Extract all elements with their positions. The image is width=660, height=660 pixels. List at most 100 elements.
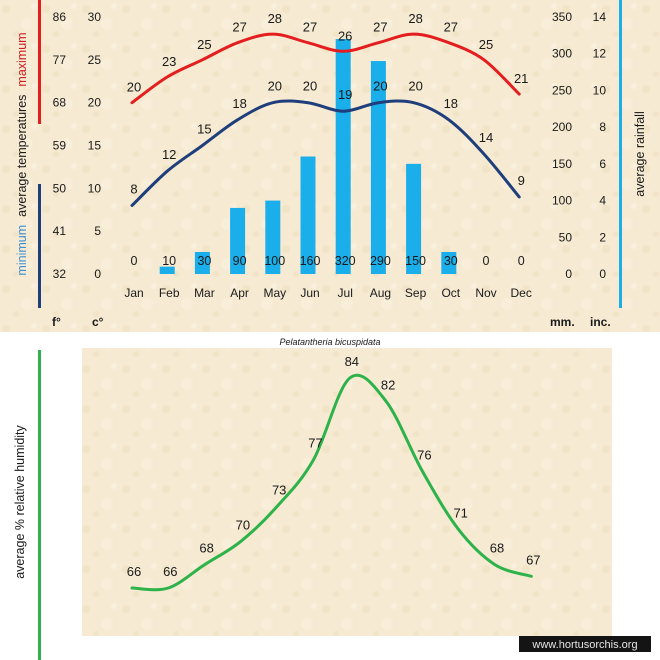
rainfall-value-label: 0 (518, 254, 525, 268)
month-label: Nov (475, 286, 496, 300)
rainfall-axis-label: average rainfall (633, 111, 647, 196)
rainfall-bar (300, 156, 316, 274)
min-temp-label: 15 (197, 122, 211, 137)
left-axis-label: minimum average temperatures maximum (15, 32, 29, 275)
max-temp-label: 23 (162, 54, 176, 69)
min-temp-label: 18 (444, 96, 458, 111)
mm-tick-label: 0 (565, 267, 572, 281)
min-temp-label: 18 (232, 96, 246, 111)
celsius-tick-label: 30 (88, 10, 102, 24)
month-label: May (263, 286, 286, 300)
humidity-label: 82 (381, 377, 395, 392)
mm-tick-label: 300 (552, 47, 572, 61)
fahrenheit-tick-label: 41 (53, 224, 67, 238)
inch-tick-label: 6 (599, 157, 606, 171)
mm-tick-label: 350 (552, 10, 572, 24)
humidity-label: 71 (453, 506, 467, 521)
max-temp-label: 27 (444, 20, 458, 35)
min-temp-label: 20 (268, 79, 282, 94)
mm-tick-label: 250 (552, 83, 572, 97)
min-temp-label: 20 (373, 79, 387, 94)
mm-tick-label: 100 (552, 194, 572, 208)
bottom-chart-background (82, 348, 612, 636)
rainfall-value-label: 290 (370, 254, 391, 268)
rainfall-value-label: 160 (300, 254, 321, 268)
rainfall-value-label: 30 (444, 254, 458, 268)
inch-tick-label: 8 (599, 120, 606, 134)
fahrenheit-tick-label: 77 (53, 53, 67, 67)
max-color-bar (38, 0, 41, 124)
humidity-label: 68 (490, 541, 504, 556)
min-color-bar (38, 184, 41, 308)
max-temp-label: 21 (514, 71, 528, 86)
unit-mm: mm. (550, 315, 575, 329)
celsius-tick-label: 15 (88, 139, 102, 153)
min-temp-label: 8 (130, 181, 137, 196)
label-min: minimum (15, 225, 29, 276)
max-temp-label: 27 (303, 20, 317, 35)
rainfall-value-label: 100 (264, 254, 285, 268)
max-temp-label: 28 (408, 11, 422, 26)
rainfall-bar (335, 39, 351, 275)
watermark-background (519, 636, 651, 652)
min-temp-label: 20 (408, 79, 422, 94)
unit-celsius: c° (92, 315, 104, 329)
month-label: Aug (370, 286, 391, 300)
inch-tick-label: 12 (593, 47, 607, 61)
rainfall-value-label: 150 (405, 254, 426, 268)
top-chart-background (0, 0, 660, 332)
max-temp-label: 20 (127, 80, 141, 95)
inch-tick-label: 0 (599, 267, 606, 281)
fahrenheit-tick-label: 32 (53, 267, 67, 281)
min-temp-line (130, 99, 521, 207)
inch-tick-label: 10 (593, 83, 607, 97)
max-temp-label: 27 (232, 20, 246, 35)
celsius-tick-label: 5 (94, 224, 101, 238)
rainfall-bar (159, 266, 175, 274)
min-temp-label: 14 (479, 130, 493, 145)
unit-fahrenheit: f° (52, 315, 61, 329)
humidity-label: 70 (236, 517, 250, 532)
max-temp-label: 25 (197, 37, 211, 52)
celsius-tick-label: 10 (88, 181, 102, 195)
humidity-label: 66 (127, 564, 141, 579)
fahrenheit-tick-label: 59 (53, 139, 67, 153)
humidity-line (130, 373, 533, 592)
rainfall-value-label: 0 (483, 254, 490, 268)
humidity-label: 73 (272, 482, 286, 497)
humidity-label: 66 (163, 564, 177, 579)
rainfall-value-label: 90 (233, 254, 247, 268)
fahrenheit-tick-label: 68 (53, 96, 67, 110)
fahrenheit-tick-label: 50 (53, 181, 67, 195)
month-label: Jul (338, 286, 353, 300)
humidity-label: 67 (526, 552, 540, 567)
humidity-label: 84 (345, 354, 359, 369)
max-temp-label: 27 (373, 20, 387, 35)
rainfall-value-label: 10 (162, 254, 176, 268)
month-label: Dec (511, 286, 532, 300)
celsius-tick-label: 25 (88, 53, 102, 67)
month-label: Apr (230, 286, 249, 300)
humidity-label: 76 (417, 447, 431, 462)
month-label: Sep (405, 286, 427, 300)
rainfall-bar (441, 251, 457, 274)
inch-tick-label: 4 (599, 194, 606, 208)
mm-tick-label: 150 (552, 157, 572, 171)
rainfall-bar (230, 207, 246, 274)
mm-tick-label: 50 (559, 230, 573, 244)
celsius-tick-label: 20 (88, 96, 102, 110)
unit-inch: inc. (590, 315, 611, 329)
humidity-axis-label: average % relative humidity (13, 424, 27, 578)
month-label: Oct (441, 286, 460, 300)
max-temp-line (130, 32, 521, 105)
min-temp-label: 20 (303, 79, 317, 94)
rainfall-bar (406, 163, 422, 274)
rainfall-bar (370, 61, 386, 274)
rainfall-bar (265, 200, 281, 274)
max-temp-label: 25 (479, 37, 493, 52)
max-temp-label: 26 (338, 28, 352, 43)
min-temp-label: 19 (338, 87, 352, 102)
month-label: Mar (194, 286, 215, 300)
min-temp-label: 12 (162, 147, 176, 162)
